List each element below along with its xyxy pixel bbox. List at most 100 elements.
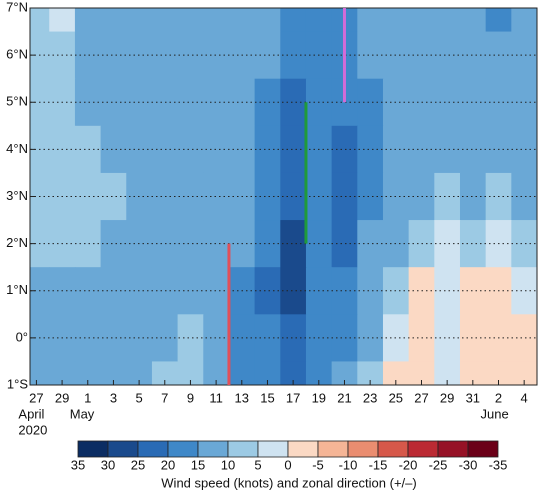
contour-cell bbox=[280, 314, 307, 362]
contour-cell bbox=[511, 172, 537, 221]
contour-cell bbox=[331, 220, 358, 268]
contour-cell bbox=[280, 31, 307, 80]
contour-cell bbox=[177, 78, 204, 127]
contour-cell bbox=[357, 172, 384, 221]
contour-cell bbox=[459, 172, 487, 221]
contour-cell bbox=[100, 314, 127, 362]
x-tick-label: 13 bbox=[235, 390, 249, 405]
colorbar-box bbox=[287, 440, 319, 458]
contour-cell bbox=[203, 220, 230, 268]
contour-cell bbox=[280, 8, 307, 33]
x-tick-label: 1 bbox=[84, 390, 91, 405]
contour-cell bbox=[357, 125, 384, 174]
contour-cell bbox=[511, 314, 537, 362]
x-tick-label: 7 bbox=[161, 390, 168, 405]
contour-cell bbox=[331, 125, 358, 174]
contour-cell bbox=[357, 78, 384, 127]
contour-cell bbox=[177, 31, 204, 80]
x-tick-label: 11 bbox=[209, 390, 223, 405]
contour-cell bbox=[485, 361, 512, 385]
y-tick-label: 6°N bbox=[6, 47, 28, 62]
x-tick-label: 4 bbox=[521, 390, 528, 405]
contour-cell bbox=[203, 172, 230, 221]
colorbar-tick-label: -10 bbox=[339, 457, 358, 472]
x-tick-label: 21 bbox=[337, 390, 351, 405]
contour-cell bbox=[254, 314, 281, 362]
contour-cell bbox=[459, 78, 487, 127]
year-label: 2020 bbox=[18, 422, 47, 437]
contour-cell bbox=[280, 78, 307, 127]
colorbar-box bbox=[77, 440, 109, 458]
contour-cell bbox=[459, 361, 487, 385]
colorbar-tick-label: 30 bbox=[101, 457, 115, 472]
contour-cell bbox=[74, 220, 102, 268]
contour-cell bbox=[485, 8, 512, 33]
colorbar-tick-label: 20 bbox=[161, 457, 175, 472]
x-tick-label: 9 bbox=[187, 390, 194, 405]
contour-cell bbox=[100, 8, 127, 33]
contour-cell bbox=[434, 125, 461, 174]
colorbar-box bbox=[197, 440, 229, 458]
contour-cell bbox=[459, 220, 487, 268]
colorbar-tick-label: -5 bbox=[312, 457, 324, 472]
colorbar-tick-label: 25 bbox=[131, 457, 145, 472]
contour-cell bbox=[357, 220, 384, 268]
contour-cell bbox=[382, 361, 410, 385]
contour-cell bbox=[459, 125, 487, 174]
contour-cell bbox=[357, 361, 384, 385]
contour-cell bbox=[151, 8, 179, 33]
contour-cell bbox=[408, 361, 435, 385]
contour-cell bbox=[434, 172, 461, 221]
y-tick-label: 5°N bbox=[6, 94, 28, 109]
contour-cell bbox=[254, 78, 281, 127]
contour-cell bbox=[434, 361, 461, 385]
overlay: 1°S0°1°N2°N3°N4°N5°N6°N7°N27 29 1 3 5 7 9 11 13 1… bbox=[6, 0, 538, 437]
contour-cell bbox=[331, 267, 358, 315]
contour-cell bbox=[74, 78, 102, 127]
contour-cell bbox=[254, 125, 281, 174]
contour-cell bbox=[511, 361, 537, 385]
contour-cell bbox=[434, 31, 461, 80]
colorbar-box bbox=[227, 440, 259, 458]
contour-cell bbox=[30, 361, 50, 385]
y-tick-label: 1°S bbox=[7, 376, 28, 391]
y-tick-label: 3°N bbox=[6, 188, 28, 203]
contour-cell bbox=[280, 267, 307, 315]
colorbar-tick-label: -25 bbox=[429, 457, 448, 472]
x-tick-label: 31 bbox=[466, 390, 480, 405]
colorbar-tick-label: -30 bbox=[459, 457, 478, 472]
contour-cell bbox=[254, 267, 281, 315]
contour-cell bbox=[100, 78, 127, 127]
contour-cell bbox=[74, 267, 102, 315]
x-tick-label: 19 bbox=[312, 390, 326, 405]
x-tick-label: 3 bbox=[110, 390, 117, 405]
contour-cell bbox=[434, 8, 461, 33]
contour-cell bbox=[74, 172, 102, 221]
contour-cell bbox=[357, 31, 384, 80]
x-tick-label: 29 bbox=[440, 390, 454, 405]
contour-cell bbox=[511, 267, 537, 315]
colorbar-box bbox=[107, 440, 139, 458]
contour-cell bbox=[100, 172, 127, 221]
x-tick-label: 15 bbox=[260, 390, 274, 405]
contour-cell bbox=[305, 8, 333, 33]
contour-cell bbox=[382, 8, 410, 33]
contour-cell bbox=[459, 31, 487, 80]
colorbar-tick-label: -15 bbox=[369, 457, 388, 472]
contour-cell bbox=[511, 78, 537, 127]
x-tick-label: 25 bbox=[389, 390, 403, 405]
colorbar-tick-label: 35 bbox=[71, 457, 85, 472]
contour-cell bbox=[74, 314, 102, 362]
contour-cell bbox=[49, 361, 76, 385]
contour-cell bbox=[434, 220, 461, 268]
contour-cell bbox=[203, 31, 230, 80]
contour-cell bbox=[74, 361, 102, 385]
contour-cell bbox=[357, 314, 384, 362]
contour-cell bbox=[100, 267, 127, 315]
contour-cell bbox=[203, 314, 230, 362]
contour-cell bbox=[434, 267, 461, 315]
colorbar-box bbox=[167, 440, 199, 458]
contour-cell bbox=[177, 8, 204, 33]
contour-cell bbox=[126, 361, 153, 385]
month-label: April bbox=[18, 406, 44, 421]
